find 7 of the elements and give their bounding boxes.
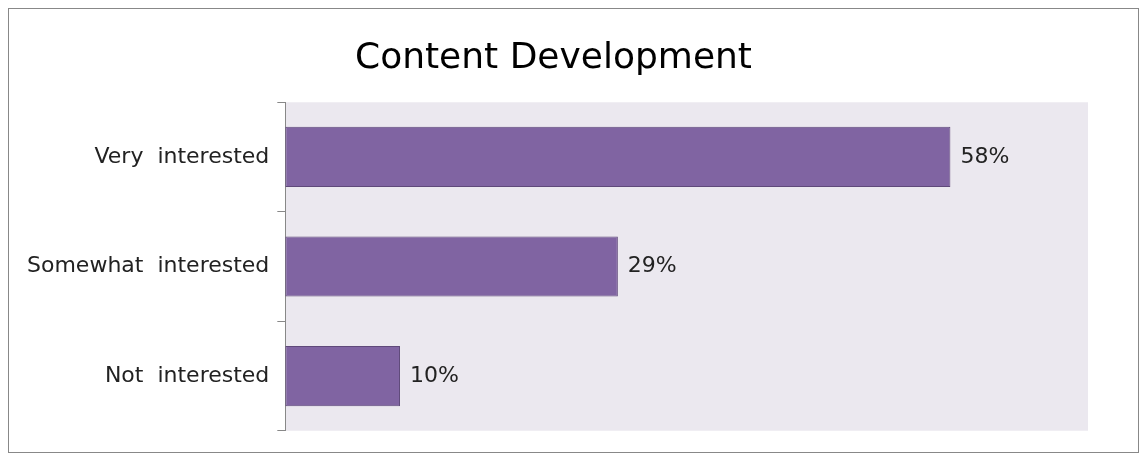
chart-title: Content Development [355,34,752,76]
data-label: 29% [627,252,677,278]
y-tick-label: Not interested [104,361,270,387]
data-label: 58% [960,142,1010,168]
data-label: 10% [409,361,459,387]
y-tick-label: Very interested [94,142,270,168]
y-tick-label: Somewhat interested [26,252,270,278]
